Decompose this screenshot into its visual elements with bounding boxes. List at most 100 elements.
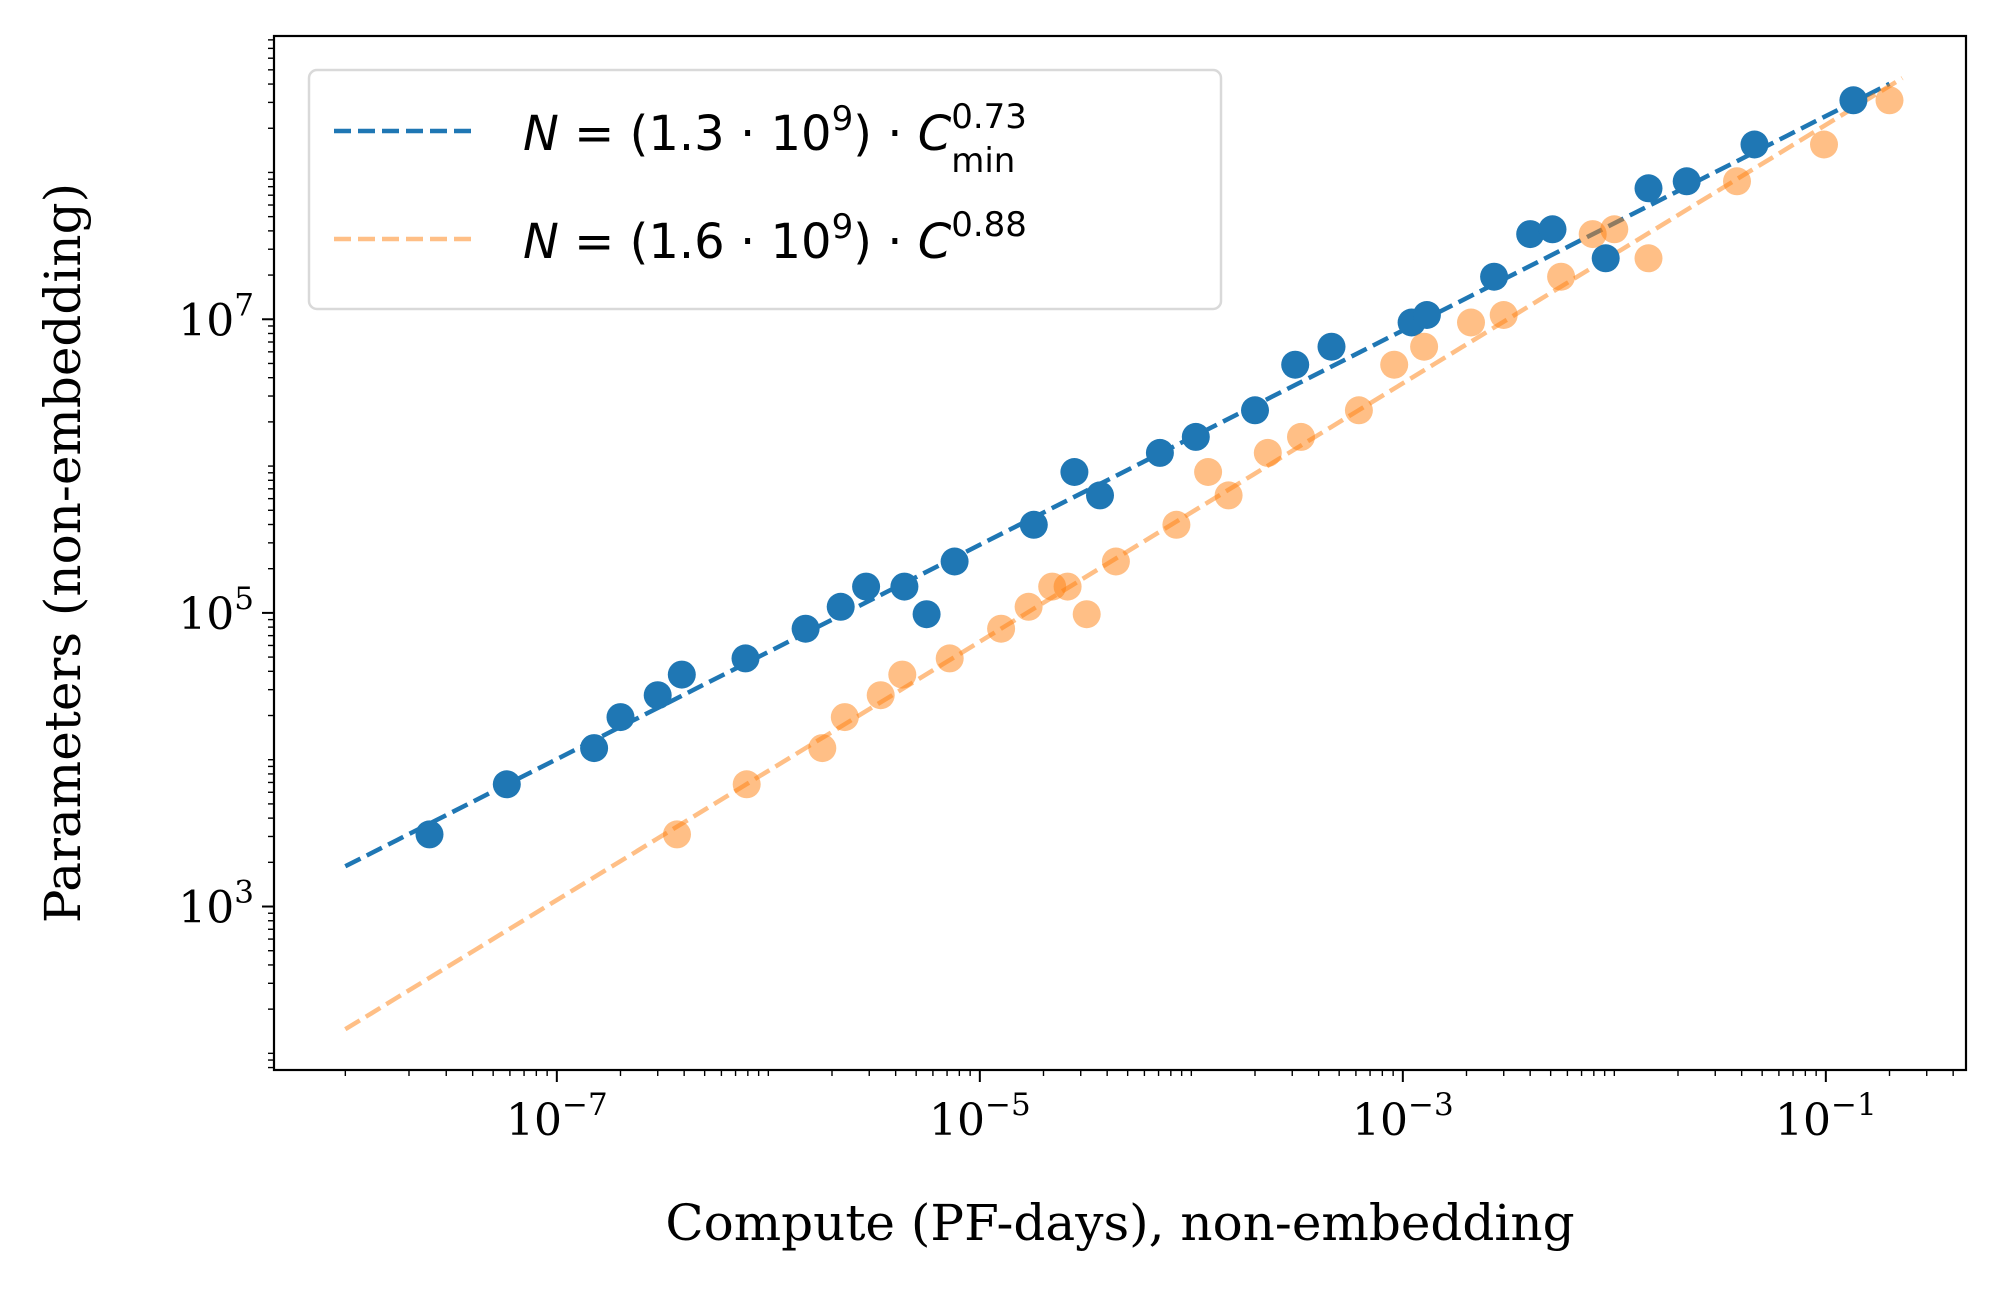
- legend-symbol: C: [918, 106, 952, 162]
- tick-base: 10: [1775, 1095, 1831, 1146]
- point-0-27: [1634, 174, 1663, 203]
- point-0-3: [606, 703, 635, 732]
- point-1-20: [1410, 332, 1439, 361]
- point-0-18: [1241, 396, 1269, 425]
- point-0-9: [852, 572, 881, 601]
- point-1-27: [1723, 167, 1751, 196]
- point-1-18: [1344, 396, 1373, 425]
- point-0-6: [731, 644, 760, 673]
- legend-text: = (1.6 · 10: [559, 214, 832, 270]
- point-1-17: [1287, 422, 1315, 451]
- point-1-22: [1489, 301, 1518, 329]
- tick-exponent: −1: [1831, 1087, 1877, 1123]
- legend-text: ) ·: [853, 106, 918, 162]
- point-1-6: [935, 644, 964, 673]
- y-tick-label: 107: [178, 287, 254, 346]
- point-1-21: [1457, 308, 1485, 337]
- point-0-20: [1317, 332, 1346, 361]
- legend-text: ) ·: [853, 214, 918, 270]
- point-1-24: [1578, 220, 1607, 249]
- point-0-15: [1086, 481, 1114, 510]
- point-0-22: [1412, 301, 1441, 329]
- y-tick-label: 105: [178, 581, 254, 640]
- legend-exponent: 0.73: [951, 97, 1027, 137]
- point-1-15: [1214, 481, 1243, 510]
- point-1-5: [888, 660, 917, 689]
- x-tick-label: 10−1: [1775, 1087, 1877, 1146]
- point-1-25: [1600, 215, 1629, 244]
- legend-box: [307, 68, 1223, 311]
- legend-exponent: 0.88: [951, 205, 1027, 245]
- tick-exponent: 5: [234, 581, 254, 617]
- point-0-11: [912, 600, 941, 629]
- point-0-2: [580, 734, 609, 763]
- point-0-28: [1672, 167, 1701, 196]
- point-0-29: [1740, 130, 1769, 159]
- point-1-23: [1547, 262, 1576, 291]
- tick-base: 10: [178, 295, 234, 346]
- legend-label-1: N = (1.6 · 109) · C0.88: [523, 205, 1027, 270]
- point-0-4: [643, 681, 672, 710]
- point-0-24: [1516, 220, 1545, 249]
- tick-exponent: −7: [562, 1087, 608, 1123]
- legend-exponent: 9: [832, 99, 854, 139]
- tick-base: 10: [178, 883, 234, 934]
- point-0-0: [415, 820, 444, 849]
- point-0-7: [791, 614, 820, 643]
- x-tick-label: 10−3: [1352, 1087, 1454, 1146]
- point-1-2: [808, 734, 837, 763]
- legend-exponent: 9: [832, 207, 854, 247]
- point-1-28: [1810, 130, 1838, 159]
- point-1-11: [1072, 600, 1101, 629]
- tick-base: 10: [929, 1095, 985, 1146]
- tick-exponent: −3: [1408, 1087, 1454, 1123]
- tick-exponent: 7: [234, 287, 254, 323]
- point-0-19: [1281, 350, 1310, 379]
- point-0-23: [1480, 262, 1509, 291]
- point-1-3: [830, 703, 859, 732]
- point-0-5: [667, 660, 696, 689]
- point-1-8: [1014, 592, 1043, 621]
- tick-base: 10: [1352, 1095, 1408, 1146]
- point-0-17: [1181, 422, 1210, 451]
- legend-subscript: min: [951, 141, 1015, 181]
- point-1-10: [1053, 572, 1082, 601]
- point-0-10: [890, 572, 919, 601]
- point-1-26: [1634, 244, 1663, 273]
- plot-frame: [272, 34, 1968, 1072]
- point-1-4: [866, 681, 895, 710]
- point-1-19: [1380, 350, 1409, 379]
- data-points: [415, 86, 1904, 849]
- point-1-13: [1162, 510, 1191, 539]
- point-0-26: [1591, 244, 1620, 273]
- tick-exponent: −5: [985, 1087, 1031, 1123]
- point-0-16: [1145, 438, 1174, 467]
- legend-symbol: N: [523, 106, 559, 162]
- point-1-14: [1194, 458, 1223, 486]
- tick-exponent: 3: [234, 875, 254, 911]
- tick-base: 10: [178, 589, 234, 640]
- legend-symbol: N: [523, 214, 559, 270]
- point-1-7: [987, 614, 1016, 643]
- point-0-8: [826, 592, 855, 621]
- point-0-13: [1019, 510, 1048, 539]
- legend-label-0: N = (1.3 · 109) · C0.73 min: [523, 97, 1027, 181]
- point-1-0: [663, 820, 691, 849]
- x-tick-label: 10−7: [506, 1087, 608, 1146]
- point-1-12: [1101, 547, 1130, 576]
- legend-text: = (1.3 · 10: [559, 106, 832, 162]
- fit-line-2: [344, 81, 1891, 869]
- legend-symbol: C: [918, 214, 952, 270]
- y-tick-label: 103: [178, 875, 254, 934]
- point-1-1: [732, 770, 761, 799]
- point-1-16: [1253, 438, 1282, 467]
- x-tick-label: 10−5: [929, 1087, 1031, 1146]
- x-axis-label: Compute (PF-days), non-embedding: [665, 1194, 1574, 1252]
- point-0-1: [492, 770, 521, 799]
- point-0-14: [1060, 458, 1089, 486]
- point-0-12: [940, 547, 969, 576]
- y-axis-label: Parameters (non-embedding): [34, 183, 92, 923]
